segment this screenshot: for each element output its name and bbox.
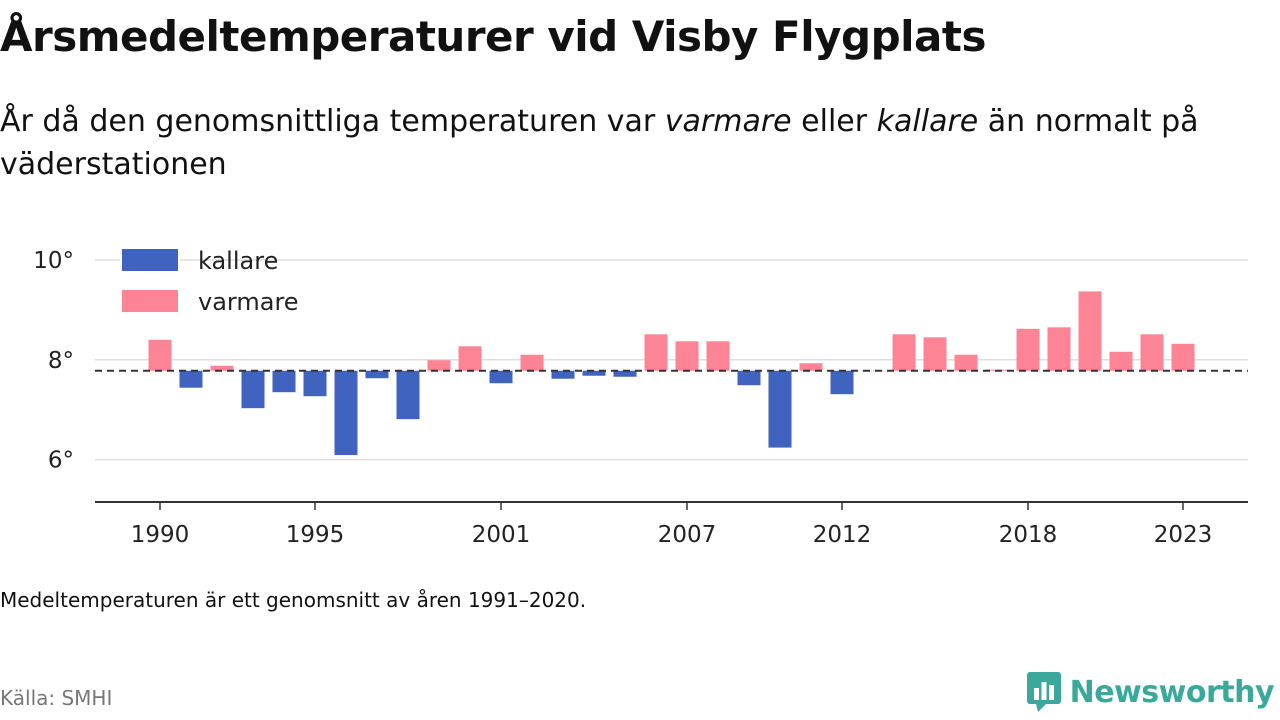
x-tick-label-2023: 2023 (1154, 522, 1213, 548)
subtitle-part-2: eller (791, 104, 877, 139)
bar-2022 (1140, 334, 1164, 371)
legend-label-warmer: varmare (198, 288, 299, 316)
x-axis: 1990 1995 2001 2007 2012 2018 2023 (95, 501, 1248, 548)
y-axis: 6° 8° 10° (33, 248, 74, 474)
y-tick-label-10: 10° (33, 248, 74, 274)
newsworthy-logo-icon (1026, 672, 1061, 712)
subtitle-warmer: varmare (664, 104, 792, 139)
bar-2000 (458, 346, 482, 371)
newsworthy-logo[interactable]: Newsworthy (1026, 670, 1275, 714)
legend-swatch-warmer (122, 290, 178, 312)
x-tick-label-2012: 2012 (813, 522, 872, 548)
footnote: Medeltemperaturen är ett genomsnitt av å… (0, 588, 587, 612)
bar-2006 (644, 334, 668, 371)
bar-1997 (365, 370, 389, 379)
chart-subtitle: År då den genomsnittliga temperaturen va… (0, 100, 1260, 186)
y-tick-label-6: 6° (48, 448, 74, 474)
newsworthy-logo-text: Newsworthy (1069, 674, 1275, 710)
bar-2008 (706, 341, 730, 371)
bar-2019 (1047, 327, 1071, 371)
bar-2010 (768, 370, 792, 448)
x-tick-label-1995: 1995 (286, 522, 345, 548)
x-tick-label-2018: 2018 (999, 522, 1058, 548)
bar-1996 (334, 370, 358, 456)
legend-swatch-colder (122, 249, 178, 271)
bar-2021 (1109, 351, 1133, 371)
bar-chart: 6° 8° 10° 1990 1995 2001 2007 2012 2018 2023 kal… (33, 247, 1248, 548)
bar-2012 (830, 370, 854, 395)
y-tick-label-8: 8° (48, 348, 74, 374)
x-tick-label-1990: 1990 (131, 522, 190, 548)
bar-2005 (613, 370, 637, 377)
source-label: Källa: SMHI (0, 686, 113, 710)
subtitle-part-3: än normalt på väderstationen (0, 104, 1199, 182)
bar-2011 (799, 363, 823, 371)
bar-2001 (489, 370, 513, 384)
x-tick-label-2001: 2001 (472, 522, 531, 548)
legend: kallare varmare (120, 247, 299, 316)
bar-2014 (892, 334, 916, 371)
bar-2007 (675, 341, 699, 371)
bar-1998 (396, 370, 420, 420)
bar-1990 (148, 339, 172, 371)
x-tick-label-2007: 2007 (658, 522, 717, 548)
subtitle-part-1: År då den genomsnittliga temperaturen va… (0, 104, 665, 139)
bar-1994 (272, 370, 296, 393)
chart-title: Årsmedeltemperaturer vid Visby Flygplats (0, 12, 986, 61)
bar-1992 (210, 365, 234, 371)
bar-2020 (1078, 291, 1102, 371)
bar-2016 (954, 354, 978, 371)
bar-2013 (861, 370, 885, 372)
bar-2009 (737, 370, 761, 386)
bar-1995 (303, 370, 327, 397)
bar-1993 (241, 370, 265, 409)
bar-2023 (1171, 343, 1195, 371)
bar-2003 (551, 370, 575, 379)
subtitle-colder: kallare (876, 104, 979, 139)
bar-1999 (427, 360, 451, 371)
bars (148, 291, 1195, 456)
legend-label-colder: kallare (198, 247, 278, 275)
bar-2004 (582, 370, 606, 376)
bar-2015 (923, 337, 947, 371)
bar-2002 (520, 354, 544, 371)
bar-2018 (1016, 328, 1040, 371)
bar-1991 (179, 370, 203, 388)
